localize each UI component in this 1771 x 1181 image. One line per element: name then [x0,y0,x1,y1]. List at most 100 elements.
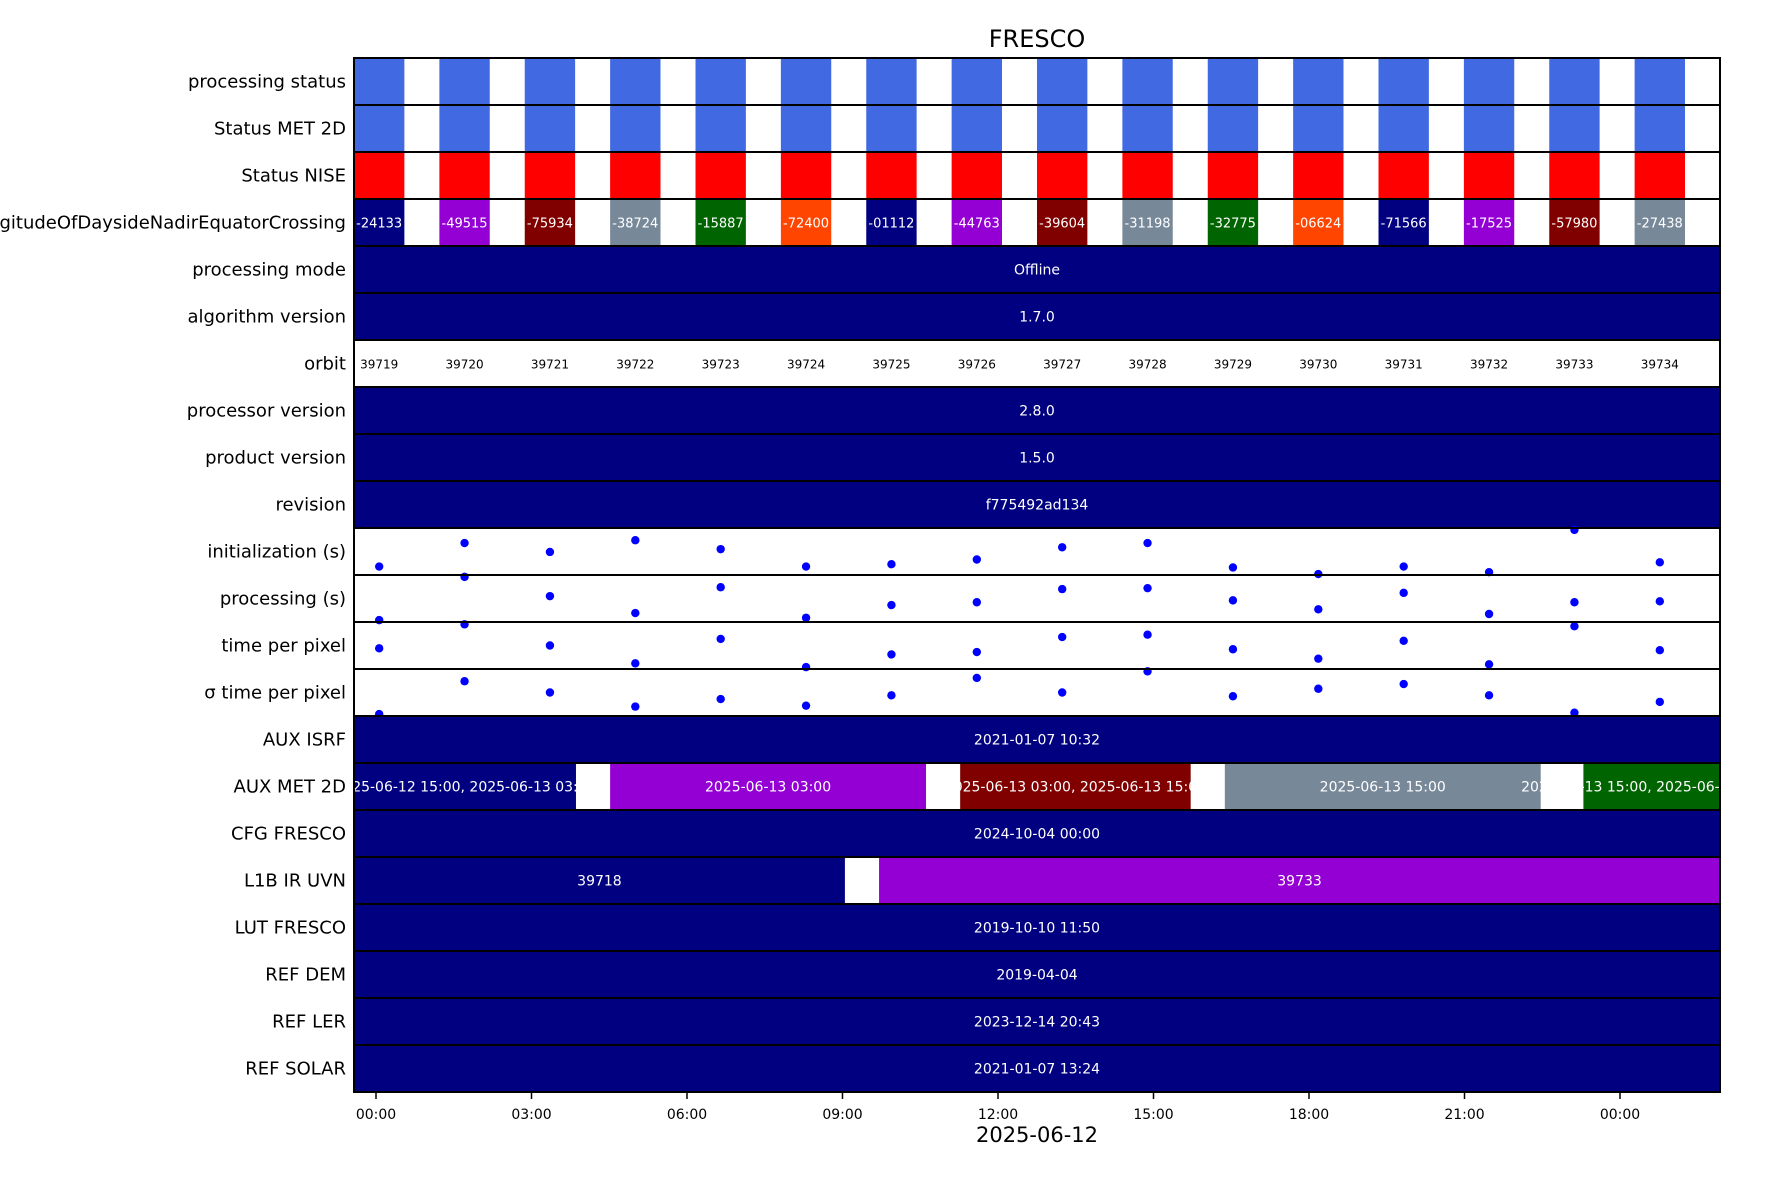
data-point [460,677,469,686]
status-block [1293,105,1344,152]
status-block [439,152,490,199]
row-l1b-ir-uvn: 39718 39733 L1B IR UVN [244,856,1721,905]
data-point [1399,588,1408,598]
x-tick-label: 18:00 [1289,1107,1329,1123]
status-block [354,152,405,199]
longitude-block [1207,199,1259,246]
longitude-value: -31198 [1125,217,1171,232]
band-label: 2021-01-07 10:32 [974,733,1100,749]
longitude-block [1122,199,1173,246]
data-point [1570,622,1579,631]
orbit-number: 39721 [531,358,569,372]
band-segment [1224,763,1541,810]
orbit-number: 39719 [360,358,398,372]
row-label: product version [205,448,346,469]
row-ref-ler: 2023-12-14 20:43 REF LER [272,997,1721,1046]
longitude-block [1634,199,1685,246]
status-block [951,58,1002,105]
data-point [631,536,640,545]
longitude-value: -75934 [527,217,573,232]
orbit-number: 39722 [616,358,654,372]
row-label: processing status [188,72,346,93]
rows-layer: processing status Status MET 2D Status NIS… [0,57,1771,1093]
data-point [972,555,982,564]
data-point [887,600,896,610]
data-point [631,608,640,618]
row-orbit: 39719 39720 39721 39722 39723 39724 39725 39726… [304,339,1721,388]
status-block [866,105,917,152]
status-block [1549,152,1600,199]
band-segment [879,857,1720,904]
row-product-version: 1.5.0 product version [205,433,1721,482]
status-block [1122,58,1173,105]
data-point [545,688,555,697]
longitude-block [1293,199,1344,246]
row-status-nise: Status NISE [241,151,1721,200]
longitude-value: -15887 [698,217,744,232]
x-tick-label: 03:00 [511,1107,551,1123]
band-segment [1583,763,1720,810]
longitude-value: -44763 [954,217,1000,232]
row-processing-mode: Offline processing mode [192,245,1721,294]
longitude-block [439,199,490,246]
row-label: AUX ISRF [263,730,346,751]
status-block [1207,105,1259,152]
data-point [1655,558,1665,567]
orbit-number: 39734 [1641,358,1679,372]
status-block [524,152,576,199]
row-label: Status NISE [241,166,346,187]
row-label: LongitudeOfDaysideNadirEquatorCrossing [0,213,346,234]
data-point [374,615,384,625]
band-segment [354,951,1720,998]
data-point [460,538,469,548]
status-block [354,105,405,152]
data-point [1057,584,1067,594]
row-border [353,1044,1721,1093]
chart-title: FRESCO [989,25,1086,53]
band-label: 2019-10-10 11:50 [974,921,1100,937]
longitude-block [695,199,746,246]
data-point [801,701,811,710]
row-processing-status: processing status [188,57,1721,106]
row-label: initialization (s) [207,542,346,563]
data-point [801,562,811,571]
longitude-block [524,199,576,246]
status-block [1634,58,1685,105]
longitude-block [1463,199,1515,246]
band-segment [610,763,927,810]
band-label: 2025-06-13 03:00 [705,780,831,796]
row-longitudeofdaysidenadirequatorcrossing: -24133 -49515 -75934 -38724 -15887 -72400 -011… [0,198,1721,247]
band-label: 2025-06-13 15:00, 2025-06-14 03:00 [1521,780,1771,796]
row-time-per-pixel: σ time per pixel [204,667,1721,719]
data-point [460,572,469,582]
band-label: 2023-12-14 20:43 [974,1015,1100,1031]
orbit-number: 39728 [1128,358,1166,372]
orbit-number: 39723 [702,358,740,372]
band-segment [354,434,1720,481]
row-label: REF SOLAR [245,1059,346,1080]
band-label: f775492ad134 [986,498,1089,514]
longitude-value: -27438 [1637,217,1683,232]
longitude-value: -39604 [1039,217,1085,232]
band-segment [354,293,1720,340]
status-block [1463,58,1515,105]
row-label: AUX MET 2D [234,777,346,798]
row-label: CFG FRESCO [231,824,346,845]
data-point [1570,708,1579,717]
row-revision: f775492ad134 revision [275,480,1721,529]
band-label: 2024-10-04 00:00 [974,827,1100,843]
row-label: Status MET 2D [214,119,346,140]
data-point [1228,645,1238,654]
data-point [1655,597,1665,606]
orbit-number: 39731 [1385,358,1423,372]
status-block [1293,58,1344,105]
data-point [631,702,640,711]
data-point [1484,660,1494,669]
row-label: LUT FRESCO [235,918,346,939]
longitude-block [866,199,917,246]
data-point [1143,630,1152,639]
data-point [1399,562,1408,571]
longitude-value: -32775 [1210,217,1256,232]
longitude-value: -71566 [1381,217,1427,232]
row-lut-fresco: 2019-10-10 11:50 LUT FRESCO [235,903,1721,952]
